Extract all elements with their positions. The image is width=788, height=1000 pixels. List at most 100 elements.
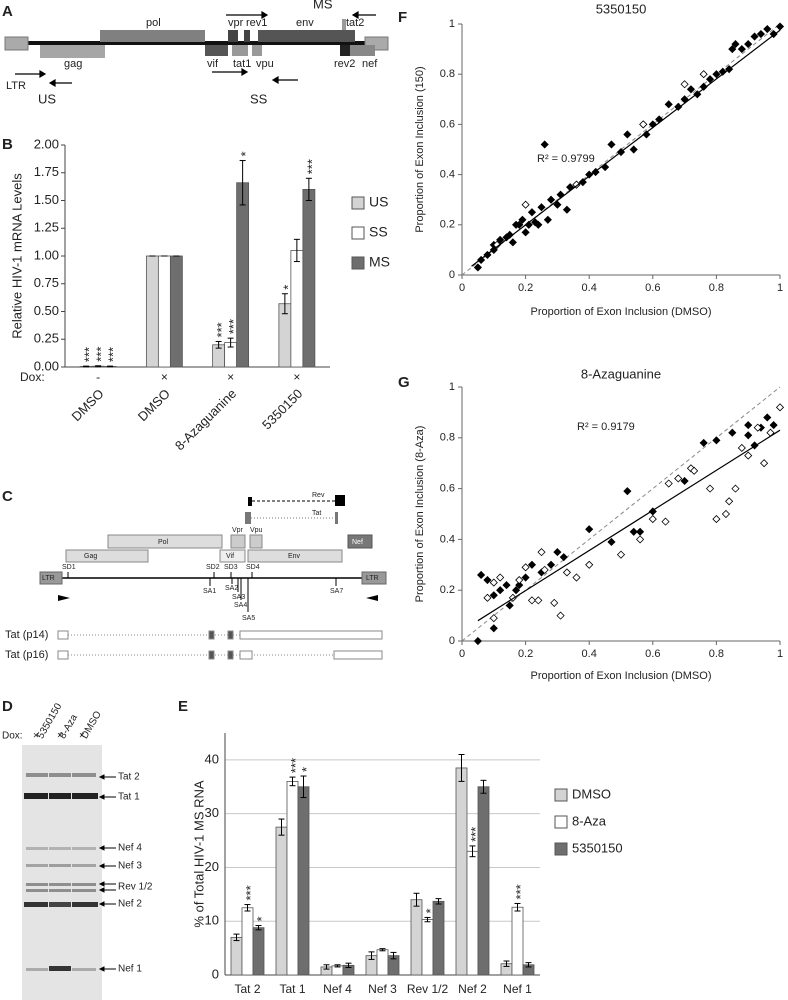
splice-site: SD4	[246, 564, 260, 571]
chart-title: 5350150	[596, 1, 647, 16]
significance-label: ***	[513, 884, 528, 899]
gene-label: vpr	[228, 17, 244, 29]
x-tick-label: 0.4	[582, 282, 597, 294]
significance-label: ***	[304, 159, 319, 174]
y-tick-label: 2.00	[34, 136, 59, 151]
panel-label: C	[2, 488, 13, 505]
point	[553, 548, 562, 557]
legend-swatch	[554, 788, 568, 802]
gene-label: gag	[64, 58, 82, 70]
point	[680, 476, 689, 486]
significance-label: ***	[82, 347, 97, 362]
point	[750, 32, 759, 41]
row-label: Dox:	[2, 731, 23, 742]
point	[496, 586, 505, 595]
point	[664, 479, 673, 488]
point	[562, 568, 572, 577]
bar	[421, 919, 434, 976]
bar	[511, 906, 524, 976]
legend-swatch	[351, 196, 365, 210]
point	[664, 100, 673, 109]
annotation: R² = 0.9179	[577, 421, 635, 433]
bar	[376, 949, 389, 976]
point	[572, 573, 581, 582]
y-tick-label: 1	[449, 381, 455, 393]
point	[705, 484, 715, 493]
point	[629, 527, 638, 536]
bar	[275, 826, 288, 976]
bar	[236, 182, 250, 368]
significance-label: ***	[106, 347, 121, 362]
x-tick-label: 8-Azaguanine	[172, 386, 239, 453]
row-value: ×	[33, 731, 39, 742]
point	[515, 220, 524, 229]
row-value: ×	[79, 731, 85, 742]
legend-swatch	[351, 226, 365, 240]
panel-label: B	[2, 136, 13, 153]
point	[540, 565, 549, 574]
point	[636, 535, 645, 544]
x-tick-label: 0.8	[709, 648, 724, 660]
point	[537, 548, 546, 557]
splice-site: SA2	[225, 585, 238, 592]
legend-swatch	[554, 842, 568, 856]
point	[661, 517, 670, 526]
gene-label: Env	[288, 553, 301, 560]
significance-label: *	[238, 151, 253, 156]
gene-label: Pol	[158, 539, 169, 546]
isoform-label: Tat (p14)	[5, 629, 48, 641]
y-tick-label: 0.00	[34, 358, 59, 373]
bar	[169, 255, 183, 368]
splice-site: SA3	[232, 594, 245, 601]
point	[699, 438, 708, 447]
bar	[432, 900, 445, 976]
point	[623, 130, 632, 139]
point	[492, 240, 502, 249]
point	[769, 421, 778, 430]
point	[763, 413, 772, 422]
y-tick-label: 1.25	[34, 220, 59, 235]
y-tick-label: 0.4	[440, 169, 455, 181]
point	[585, 525, 594, 534]
row-value: -	[96, 370, 100, 384]
band-label: Rev 1/2	[118, 882, 153, 893]
x-tick-label: 0.4	[582, 648, 597, 660]
point	[728, 45, 737, 54]
gel-d: 5350150 8-Aza DMSO Dox: × × × Tat 2 Tat …	[2, 701, 153, 1000]
point	[515, 581, 524, 590]
point	[518, 215, 527, 224]
significance-label: ***	[243, 885, 258, 900]
point	[699, 82, 708, 91]
isoform-label: Tat (p16)	[5, 649, 48, 661]
x-tick-label: 0.2	[518, 648, 533, 660]
significance-label: *	[299, 767, 314, 772]
point	[483, 575, 492, 585]
significance-label: ***	[94, 347, 109, 362]
primer-label: MS	[313, 0, 333, 11]
genome-diagram-a: LTR gag pol vif vpr rev1 tat1 vpu env re…	[4, 0, 389, 106]
point	[505, 601, 514, 610]
y-axis-label: Relative HIV-1 mRNA Levels	[9, 173, 24, 339]
band-label: Nef 4	[118, 843, 142, 854]
point	[607, 537, 616, 547]
bar	[290, 250, 304, 368]
point	[674, 474, 683, 483]
point	[744, 40, 753, 49]
bar	[455, 767, 468, 976]
panel-label: E	[178, 698, 188, 715]
band-label: Tat 1	[118, 792, 140, 803]
point	[489, 624, 498, 633]
point	[521, 573, 530, 582]
point	[556, 611, 565, 620]
point	[629, 145, 638, 154]
bar	[145, 255, 159, 368]
y-tick-label: 1.50	[34, 192, 59, 207]
y-tick-label: 1.75	[34, 164, 59, 179]
gene-label: LTR	[6, 80, 26, 92]
x-tick-label: DMSO	[68, 386, 106, 424]
point	[527, 596, 537, 605]
legend-label: SS	[369, 224, 388, 240]
band-label: Nef 3	[118, 861, 142, 872]
x-tick-label: 5350150	[259, 386, 305, 432]
trendline	[471, 29, 781, 267]
